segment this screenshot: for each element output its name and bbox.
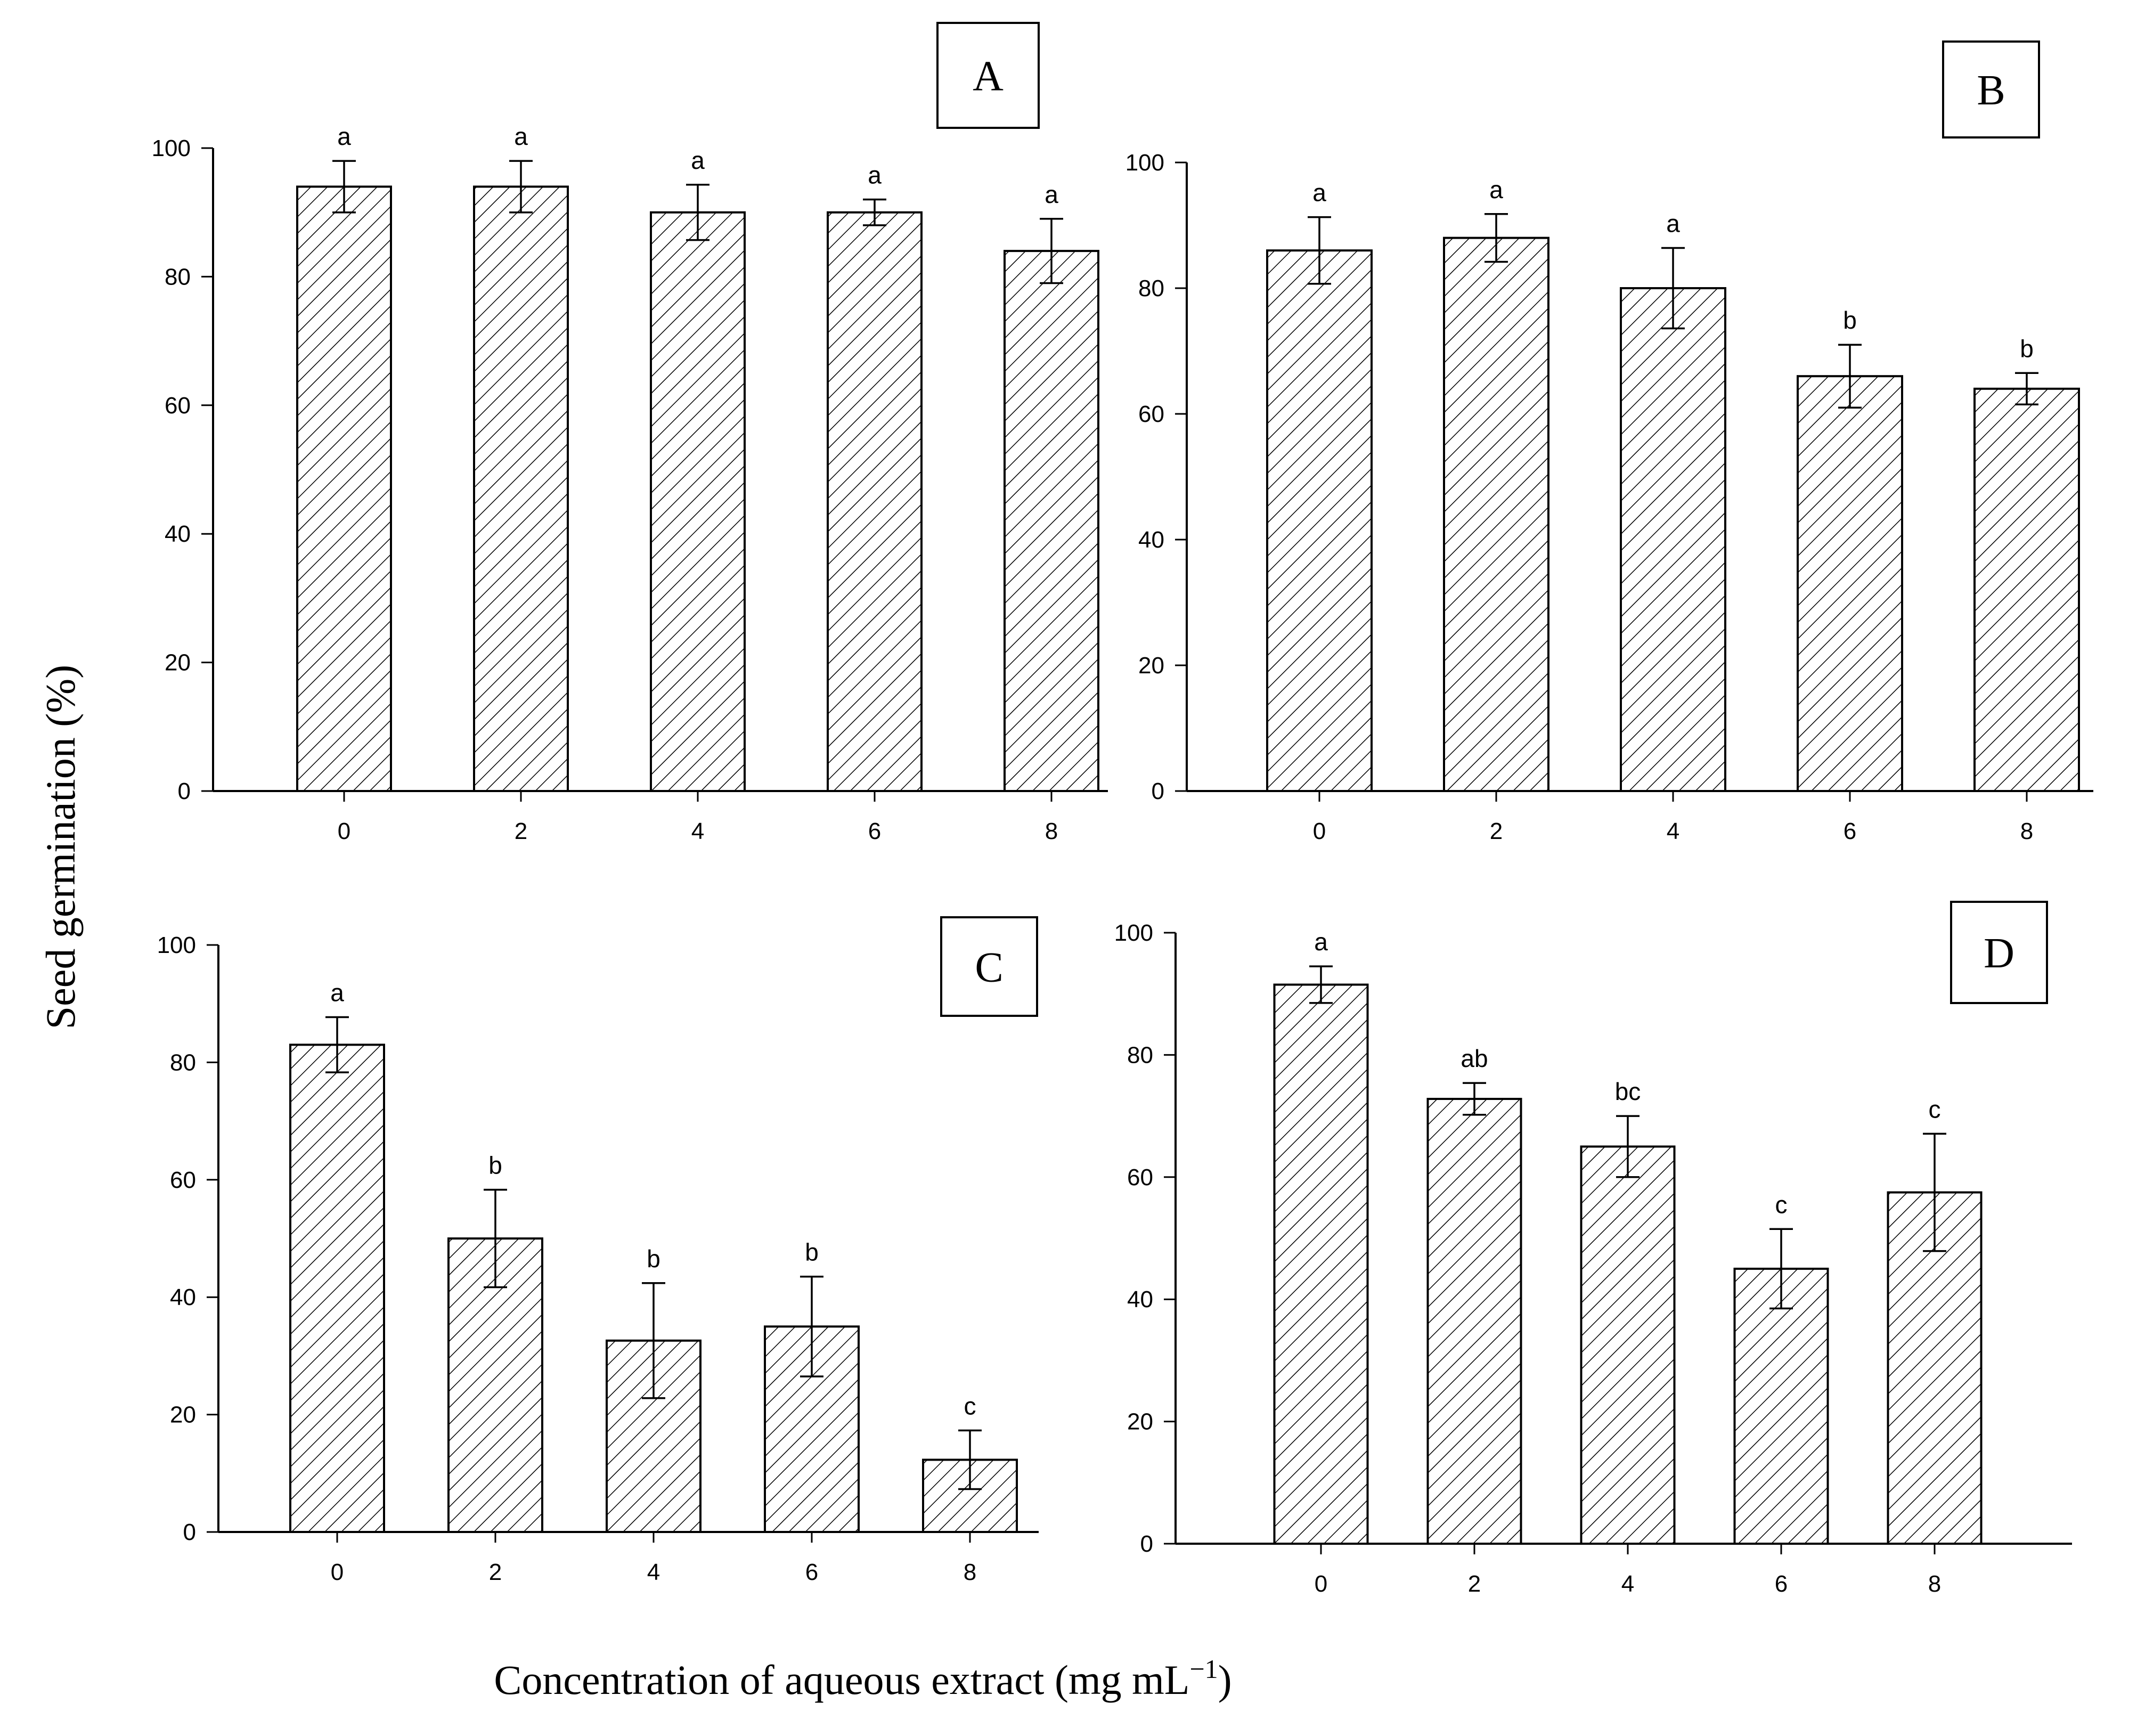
bar xyxy=(1620,287,1726,792)
x-tick-label: 6 xyxy=(805,1559,818,1585)
significance-letter: bc xyxy=(1615,1078,1641,1105)
y-tick-label: 0 xyxy=(178,778,191,804)
significance-letter: b xyxy=(2020,335,2034,362)
x-tick-label: 4 xyxy=(1667,818,1679,844)
y-tick-label: 40 xyxy=(1127,1286,1153,1313)
significance-letter: a xyxy=(1489,176,1503,203)
significance-letter: c xyxy=(1775,1191,1788,1218)
significance-letter: c xyxy=(964,1392,976,1420)
y-tick-label: 80 xyxy=(1127,1042,1153,1068)
panel-label: A xyxy=(973,53,1004,100)
x-tick-label: 2 xyxy=(1468,1571,1481,1597)
x-axis-title-main: Concentration of aqueous extract (mg mL xyxy=(494,1657,1189,1703)
bar xyxy=(1266,249,1373,792)
significance-letter: a xyxy=(514,123,528,150)
bar xyxy=(1004,250,1099,792)
y-tick-label: 60 xyxy=(1127,1164,1153,1191)
significance-letter: a xyxy=(1666,209,1680,237)
y-tick-label: 100 xyxy=(1125,150,1164,176)
x-tick-label: 4 xyxy=(691,818,704,844)
y-tick-label: 40 xyxy=(170,1284,196,1310)
y-tick-label: 40 xyxy=(1138,527,1164,553)
y-tick-label: 80 xyxy=(170,1049,196,1075)
x-tick-label: 6 xyxy=(1844,818,1856,844)
x-axis-title: Concentration of aqueous extract (mg mL−… xyxy=(494,1654,1231,1703)
x-tick-label: 2 xyxy=(515,818,527,844)
x-tick-label: 2 xyxy=(489,1559,502,1585)
x-tick-label: 2 xyxy=(1490,818,1503,844)
significance-letter: a xyxy=(1045,181,1058,208)
x-tick-label: 6 xyxy=(1775,1571,1788,1597)
y-tick-label: 20 xyxy=(170,1402,196,1428)
y-tick-label: 20 xyxy=(1138,653,1164,679)
x-axis-title-superscript: −1 xyxy=(1189,1654,1218,1684)
y-tick-label: 20 xyxy=(1127,1409,1153,1435)
x-axis-title-end: ) xyxy=(1218,1657,1232,1703)
x-tick-label: 8 xyxy=(964,1559,976,1585)
significance-letter: a xyxy=(1312,179,1326,207)
panel-label: D xyxy=(1984,930,2014,977)
panel-label: B xyxy=(1977,67,2005,114)
significance-letter: a xyxy=(691,146,705,174)
significance-letter: a xyxy=(868,161,882,189)
bar xyxy=(1733,1267,1829,1545)
significance-letter: b xyxy=(1843,306,1857,334)
bar xyxy=(1273,983,1369,1545)
bar xyxy=(473,185,569,792)
significance-letter: b xyxy=(805,1238,819,1266)
significance-letter: b xyxy=(488,1152,502,1179)
x-tick-label: 4 xyxy=(1621,1571,1634,1597)
y-tick-label: 40 xyxy=(165,521,191,547)
x-tick-label: 8 xyxy=(2020,818,2033,844)
panel-label-box xyxy=(940,916,1038,1017)
x-tick-label: 0 xyxy=(1313,818,1326,844)
bar xyxy=(650,211,746,793)
y-tick-label: 100 xyxy=(1114,920,1153,946)
x-tick-label: 0 xyxy=(1315,1571,1327,1597)
x-tick-label: 6 xyxy=(868,818,881,844)
panel-label-box xyxy=(1942,40,2040,138)
x-tick-label: 8 xyxy=(1928,1571,1941,1597)
panel-b: 0 20 40 60 80 100 0 a 2 a 4 a 6 b 8 b B xyxy=(1125,40,2093,844)
bar xyxy=(1797,375,1903,792)
significance-letter: b xyxy=(647,1245,660,1273)
panel-label-box xyxy=(936,22,1040,129)
bar xyxy=(1443,237,1549,793)
x-tick-label: 8 xyxy=(1045,818,1058,844)
y-tick-label: 80 xyxy=(165,264,191,290)
y-tick-label: 100 xyxy=(152,135,191,161)
bar xyxy=(1426,1097,1522,1545)
y-tick-label: 60 xyxy=(170,1167,196,1193)
y-tick-label: 0 xyxy=(1152,778,1164,804)
significance-letter: c xyxy=(1929,1095,1941,1123)
y-axis-title: Seed germination (%) xyxy=(37,665,84,1029)
significance-letter: a xyxy=(337,123,351,150)
bar xyxy=(1580,1145,1676,1545)
panel-c: 0 20 40 60 80 100 0 a 2 b 4 b 6 b 8 c C xyxy=(157,916,1039,1585)
x-tick-label: 0 xyxy=(338,818,350,844)
y-tick-label: 80 xyxy=(1138,275,1164,301)
bar xyxy=(289,1044,385,1533)
x-tick-label: 0 xyxy=(331,1559,344,1585)
x-tick-label: 4 xyxy=(647,1559,660,1585)
y-tick-label: 60 xyxy=(165,393,191,419)
y-tick-label: 60 xyxy=(1138,401,1164,427)
significance-letter: a xyxy=(330,979,344,1007)
panel-d: 0 20 40 60 80 100 0 a 2 ab 4 bc 6 c 8 c D xyxy=(1114,901,2072,1597)
bar xyxy=(1973,387,2080,792)
significance-letter: a xyxy=(1314,928,1328,956)
panel-label: C xyxy=(975,944,1003,991)
y-tick-label: 0 xyxy=(1140,1531,1153,1557)
y-tick-label: 0 xyxy=(183,1519,196,1545)
bar xyxy=(296,185,392,792)
panels: 0204060801000a2a4a6a8aA0204060801000a2a4… xyxy=(152,22,2093,1597)
significance-letter: ab xyxy=(1461,1045,1488,1072)
y-tick-label: 100 xyxy=(157,932,196,958)
y-tick-label: 20 xyxy=(165,650,191,676)
bar xyxy=(827,211,923,793)
panel-a: 0 20 40 60 80 100 0 a 2 a 4 a 6 a 8 a A xyxy=(152,22,1108,844)
panel-label-box xyxy=(1950,901,2048,1004)
